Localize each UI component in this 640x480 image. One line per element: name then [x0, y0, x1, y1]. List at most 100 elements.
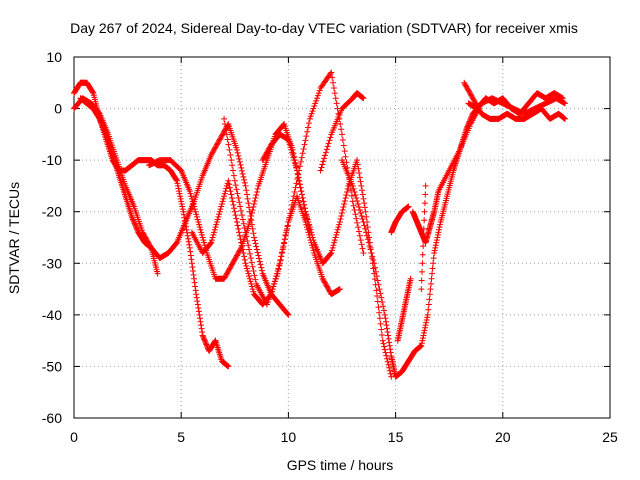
data-point — [198, 322, 205, 329]
data-point — [208, 239, 215, 246]
data-point — [233, 252, 240, 259]
data-point — [227, 151, 234, 158]
data-point — [305, 219, 312, 226]
data-point — [308, 231, 315, 238]
data-point — [130, 217, 137, 224]
data-point — [323, 146, 330, 153]
data-point — [338, 126, 345, 133]
data-point — [177, 195, 184, 202]
data-point — [305, 120, 312, 127]
data-point — [218, 132, 225, 139]
y-tick-label: -40 — [42, 307, 62, 323]
data-point — [272, 275, 279, 282]
data-point — [309, 234, 316, 241]
data-point — [280, 240, 287, 247]
data-point — [190, 200, 197, 207]
data-point — [200, 333, 207, 340]
data-point — [174, 180, 181, 187]
data-point — [341, 148, 348, 155]
data-point — [361, 222, 368, 229]
data-point — [371, 260, 378, 267]
data-point — [236, 232, 243, 239]
data-point — [252, 276, 259, 283]
data-point — [231, 177, 238, 184]
data-point — [352, 211, 359, 218]
data-point — [321, 155, 328, 162]
data-point — [468, 92, 475, 99]
data-point — [422, 324, 429, 331]
data-point — [374, 292, 381, 299]
data-point — [173, 240, 180, 247]
data-point — [286, 214, 293, 221]
data-point — [231, 256, 238, 263]
data-point — [177, 193, 184, 200]
data-point — [251, 234, 258, 241]
data-point — [248, 259, 255, 266]
data-point — [228, 262, 235, 269]
data-point — [208, 237, 215, 244]
data-point — [286, 141, 293, 148]
data-point — [303, 133, 310, 140]
data-point — [284, 223, 291, 230]
data-point — [469, 93, 476, 100]
data-point — [194, 298, 201, 305]
data-point — [306, 221, 313, 228]
data-point — [378, 294, 385, 301]
data-point — [195, 219, 202, 226]
data-series — [388, 203, 412, 236]
data-point — [435, 229, 442, 236]
data-point — [224, 122, 231, 129]
data-point — [283, 227, 290, 234]
data-point — [188, 256, 195, 263]
data-point — [333, 229, 340, 236]
data-point — [236, 248, 243, 255]
data-point — [327, 250, 334, 257]
data-point — [192, 287, 199, 294]
data-point — [176, 188, 183, 195]
data-point — [235, 225, 242, 232]
data-point — [285, 219, 292, 226]
data-point — [210, 231, 217, 238]
data-point — [336, 221, 343, 228]
data-point — [354, 161, 361, 168]
data-point — [322, 280, 329, 287]
data-point — [271, 280, 278, 287]
data-point — [303, 211, 310, 218]
data-point — [364, 232, 371, 239]
data-point — [358, 182, 365, 189]
data-point — [186, 244, 193, 251]
data-point — [265, 296, 272, 303]
data-point — [292, 184, 299, 191]
data-point — [329, 74, 336, 81]
data-point — [433, 237, 440, 244]
data-point — [343, 191, 350, 198]
data-point — [131, 220, 138, 227]
data-point — [226, 181, 233, 188]
data-point — [290, 193, 297, 200]
data-point — [226, 146, 233, 153]
data-point — [237, 161, 244, 168]
data-point — [420, 243, 427, 250]
data-point — [238, 164, 245, 171]
data-point — [178, 200, 185, 207]
data-point — [330, 242, 337, 249]
data-point — [313, 95, 320, 102]
data-point — [219, 198, 226, 205]
data-point — [221, 127, 228, 134]
data-point — [465, 87, 472, 94]
data-point — [291, 157, 298, 164]
data-point — [339, 210, 345, 217]
data-point — [228, 157, 235, 164]
data-point — [383, 352, 390, 359]
data-point — [326, 137, 333, 144]
data-point — [332, 234, 339, 241]
data-point — [306, 224, 313, 231]
data-point — [263, 150, 270, 157]
data-point — [191, 275, 198, 282]
data-point — [96, 115, 103, 122]
data-point — [154, 270, 161, 277]
data-point — [367, 246, 374, 253]
data-point — [423, 317, 430, 324]
data-point — [364, 236, 371, 243]
data-point — [344, 185, 351, 192]
